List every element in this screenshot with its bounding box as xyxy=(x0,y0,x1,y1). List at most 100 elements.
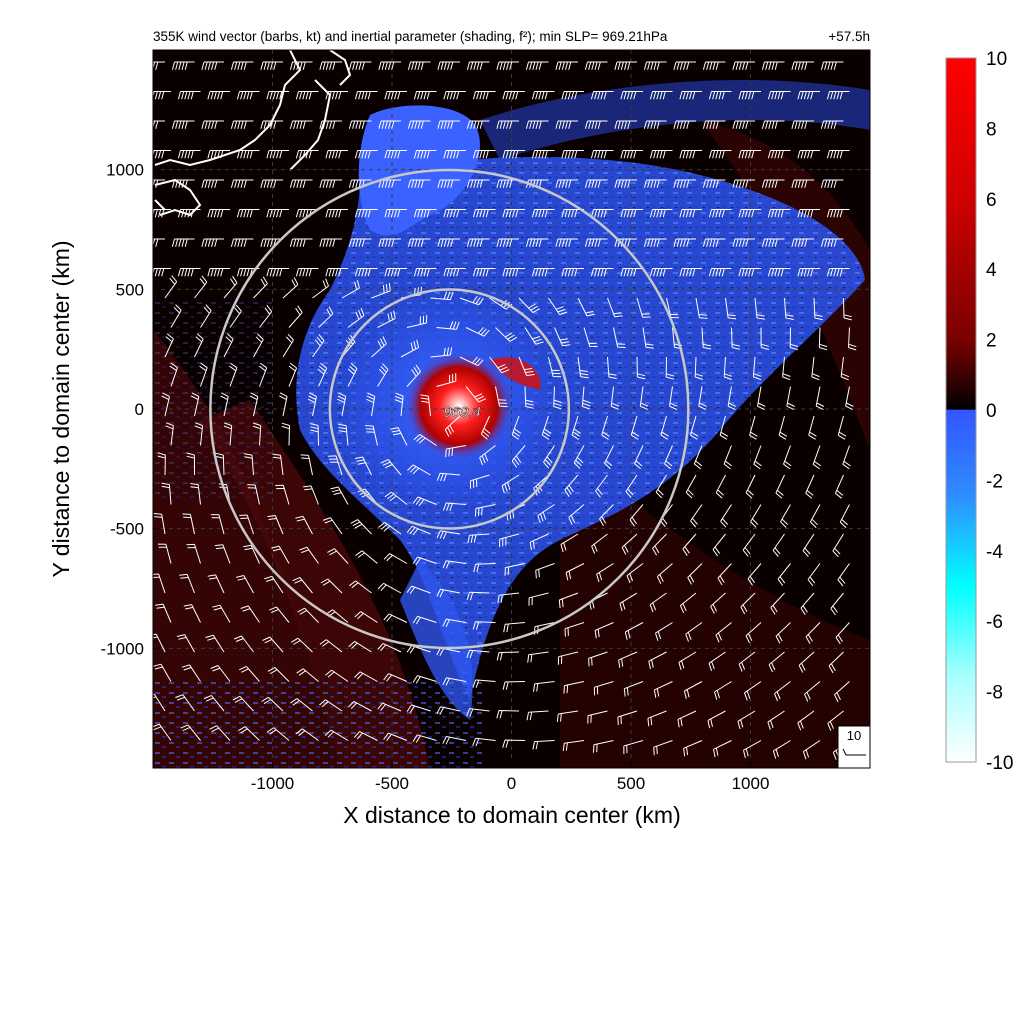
distance-ring xyxy=(209,168,690,650)
wind-barb xyxy=(649,268,673,277)
wind-barb xyxy=(834,474,844,499)
wind-barb xyxy=(797,209,820,218)
wind-barb xyxy=(377,582,402,594)
wind-barb xyxy=(384,268,407,277)
wind-barb xyxy=(299,546,319,564)
wind-barb xyxy=(330,486,349,505)
wind-barb xyxy=(590,209,614,218)
wind-barb xyxy=(260,238,283,247)
wind-barb xyxy=(466,708,490,717)
wind-barb xyxy=(215,452,225,476)
wind-barb xyxy=(614,61,637,70)
wind-barb xyxy=(774,681,791,702)
wind-barb xyxy=(518,297,541,313)
wind-barb xyxy=(834,681,850,703)
wind-barb xyxy=(394,392,404,417)
wind-barb xyxy=(732,238,755,247)
wind-barb xyxy=(271,545,290,564)
min-slp-center-label: 969.4 xyxy=(443,404,481,421)
wind-barb xyxy=(165,422,174,446)
wind-barb xyxy=(673,61,696,70)
wind-barb xyxy=(577,356,589,379)
wind-barb xyxy=(354,150,378,159)
wind-barb xyxy=(742,533,756,557)
wind-barb xyxy=(501,474,520,494)
wind-barb xyxy=(503,622,526,633)
wind-barb xyxy=(459,295,484,306)
wind-barb xyxy=(690,504,703,528)
wind-barb xyxy=(738,150,761,159)
wind-barb xyxy=(800,592,815,615)
wind-barb xyxy=(584,61,608,70)
wind-barb xyxy=(832,533,844,558)
x-tick-label: 0 xyxy=(507,774,516,793)
wind-barb xyxy=(220,392,229,417)
wind-barb xyxy=(443,268,466,277)
wind-barb xyxy=(347,307,365,328)
wind-barb xyxy=(649,91,673,100)
wind-barb xyxy=(303,485,319,505)
wind-barb xyxy=(828,651,844,674)
reference-barb-label: 10 xyxy=(847,728,861,743)
wind-barb xyxy=(629,504,644,527)
wind-barb xyxy=(643,238,667,247)
wind-barb xyxy=(683,681,703,699)
wind-barb xyxy=(272,453,284,476)
wind-barb xyxy=(436,530,461,540)
colorbar-tick-label: 6 xyxy=(986,190,997,211)
wind-barb xyxy=(412,496,437,507)
wind-barb xyxy=(593,740,614,753)
wind-barb xyxy=(621,533,638,555)
wind-barb xyxy=(177,150,201,159)
wind-barb xyxy=(557,651,579,665)
wind-barb xyxy=(348,640,372,653)
wind-barb xyxy=(355,550,378,564)
wind-barb xyxy=(653,740,673,756)
wind-barb xyxy=(614,120,637,129)
wind-barb xyxy=(753,445,762,470)
wind-barb xyxy=(502,91,525,100)
colorbar-tick-label: -4 xyxy=(986,542,1003,563)
wind-barb xyxy=(413,268,437,277)
wind-barb xyxy=(260,61,283,70)
wind-barb xyxy=(295,728,319,741)
wind-barb xyxy=(525,238,549,247)
wind-barb xyxy=(531,91,555,100)
wind-barb xyxy=(442,736,467,745)
wind-barb xyxy=(436,588,461,598)
wind-barb xyxy=(348,120,372,129)
wind-barb xyxy=(525,61,549,70)
wind-barb xyxy=(839,504,850,528)
wind-barb xyxy=(406,585,431,594)
wind-barb xyxy=(649,150,673,159)
wind-barb xyxy=(472,268,496,277)
wind-barb xyxy=(826,150,850,159)
wind-barb xyxy=(289,120,313,129)
wind-barb xyxy=(682,533,697,556)
wind-barb xyxy=(153,61,165,70)
wind-barb xyxy=(797,268,820,277)
wind-barb xyxy=(713,740,732,758)
wind-barb xyxy=(555,179,578,188)
wind-barb xyxy=(502,150,525,159)
wind-barb xyxy=(171,61,195,70)
wind-barb xyxy=(564,622,585,637)
wind-barb xyxy=(698,386,707,410)
wind-barb xyxy=(489,356,510,374)
wind-barb xyxy=(702,61,726,70)
wind-barb xyxy=(442,502,467,512)
wind-barb xyxy=(377,310,396,328)
wind-barb xyxy=(354,209,378,218)
wind-barb xyxy=(752,356,762,381)
wind-barb xyxy=(442,560,467,569)
wind-barb xyxy=(843,297,852,321)
wind-barb xyxy=(328,455,343,476)
wind-barb xyxy=(636,356,646,380)
wind-barb xyxy=(502,268,525,277)
wind-barb xyxy=(295,150,319,159)
wind-barb xyxy=(230,120,254,129)
wind-barb xyxy=(465,327,490,337)
wind-barb xyxy=(791,238,814,247)
wind-barb xyxy=(791,61,814,70)
wind-barb xyxy=(772,740,791,759)
